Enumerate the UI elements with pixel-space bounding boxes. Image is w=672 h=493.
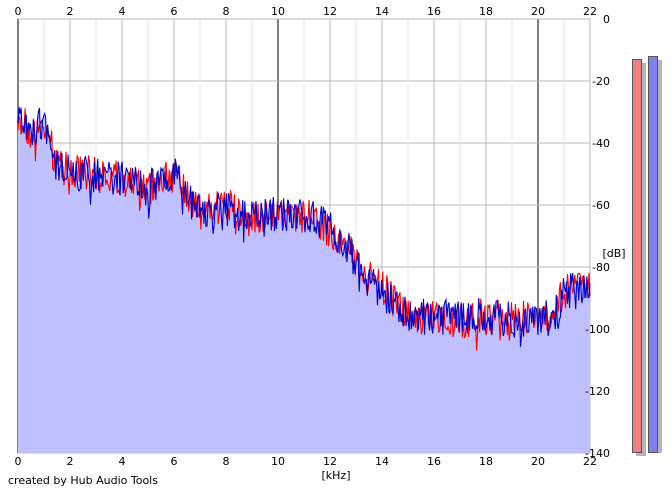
x-axis-label: [kHz]: [322, 469, 351, 482]
x-tick-label-top: 10: [271, 5, 285, 18]
x-tick-label-top: 14: [375, 5, 389, 18]
y-tick-label: 0: [603, 13, 610, 26]
series-lines: [17, 106, 591, 351]
y-tick-label: -140: [585, 447, 610, 460]
y-tick-label: -80: [592, 261, 610, 274]
credit-text: created by Hub Audio Tools: [8, 474, 158, 487]
x-tick-label-top: 20: [531, 5, 545, 18]
x-tick-label-top: 12: [323, 5, 337, 18]
x-tick-label: 10: [271, 455, 285, 468]
x-tick-label: 16: [427, 455, 441, 468]
x-tick-label: 20: [531, 455, 545, 468]
x-tick-label: 6: [171, 455, 178, 468]
x-tick-label-top: 8: [223, 5, 230, 18]
x-tick-label-top: 6: [171, 5, 178, 18]
x-tick-label: 14: [375, 455, 389, 468]
x-tick-label: 18: [479, 455, 493, 468]
x-tick-label-top: 22: [583, 5, 597, 18]
x-tick-label-top: 4: [119, 5, 126, 18]
y-tick-label: -100: [585, 323, 610, 336]
y-axis-label: [dB]: [602, 247, 625, 260]
x-tick-label: 12: [323, 455, 337, 468]
x-tick-label-top: 18: [479, 5, 493, 18]
x-tick-label: 4: [119, 455, 126, 468]
x-tick-label-top: 0: [15, 5, 22, 18]
x-tick-label: 0: [15, 455, 22, 468]
x-ticks-top: 0 2 4 6 8 10 12 14 16 18 20 22: [15, 5, 598, 18]
y-tick-label: -20: [592, 75, 610, 88]
x-tick-label: 8: [223, 455, 230, 468]
x-tick-label: 22: [583, 455, 597, 468]
y-tick-label: -60: [592, 199, 610, 212]
series-line-blue: [17, 106, 591, 347]
x-ticks-bottom: 0 2 4 6 8 10 12 14 16 18 20 22: [15, 455, 598, 468]
x-tick-label-top: 16: [427, 5, 441, 18]
y-ticks: 0 -20 -40 -60 -80 -100 -120 -140: [585, 13, 610, 460]
level-meter-right: [648, 56, 658, 453]
y-tick-label: -40: [592, 137, 610, 150]
level-meter-left: [632, 59, 642, 453]
y-tick-label: -120: [585, 385, 610, 398]
x-tick-label: 2: [67, 455, 74, 468]
spectrum-fill: [18, 106, 590, 454]
x-tick-label-top: 2: [67, 5, 74, 18]
